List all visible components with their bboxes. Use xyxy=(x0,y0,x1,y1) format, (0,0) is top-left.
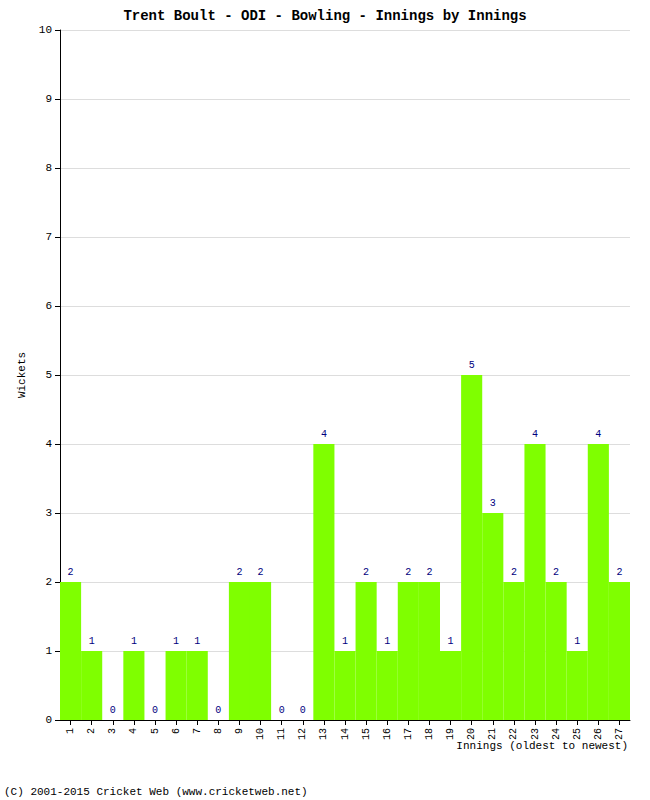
svg-text:1: 1 xyxy=(65,728,76,734)
svg-text:0: 0 xyxy=(279,705,285,716)
svg-text:1: 1 xyxy=(342,636,348,647)
svg-text:4: 4 xyxy=(45,438,52,450)
svg-text:1: 1 xyxy=(45,645,52,657)
svg-text:7: 7 xyxy=(45,231,52,243)
svg-text:23: 23 xyxy=(530,728,541,740)
svg-text:25: 25 xyxy=(572,728,583,740)
svg-text:22: 22 xyxy=(508,728,519,740)
svg-text:8: 8 xyxy=(213,728,224,734)
svg-text:1: 1 xyxy=(131,636,137,647)
svg-text:26: 26 xyxy=(593,728,604,740)
svg-text:2: 2 xyxy=(363,567,369,578)
svg-text:9: 9 xyxy=(234,728,245,734)
svg-text:7: 7 xyxy=(192,728,203,734)
svg-text:21: 21 xyxy=(487,728,498,740)
svg-text:1: 1 xyxy=(574,636,580,647)
svg-text:1: 1 xyxy=(89,636,95,647)
svg-text:(C) 2001-2015 Cricket Web (www: (C) 2001-2015 Cricket Web (www.cricketwe… xyxy=(4,786,308,798)
svg-text:0: 0 xyxy=(152,705,158,716)
svg-text:4: 4 xyxy=(595,429,601,440)
svg-text:10: 10 xyxy=(255,728,266,740)
svg-text:27: 27 xyxy=(614,728,625,740)
svg-text:2: 2 xyxy=(45,576,52,588)
svg-text:Innings (oldest to newest): Innings (oldest to newest) xyxy=(456,740,628,752)
svg-text:2: 2 xyxy=(236,567,242,578)
svg-text:24: 24 xyxy=(551,728,562,740)
svg-text:19: 19 xyxy=(445,728,456,740)
svg-text:3: 3 xyxy=(107,728,118,734)
svg-text:5: 5 xyxy=(469,360,475,371)
svg-text:18: 18 xyxy=(424,728,435,740)
svg-text:2: 2 xyxy=(426,567,432,578)
svg-text:Wickets: Wickets xyxy=(16,352,28,398)
svg-text:16: 16 xyxy=(382,728,393,740)
svg-text:1: 1 xyxy=(173,636,179,647)
svg-text:5: 5 xyxy=(45,369,52,381)
svg-text:6: 6 xyxy=(45,300,52,312)
svg-text:5: 5 xyxy=(150,728,161,734)
svg-text:12: 12 xyxy=(297,728,308,740)
svg-text:13: 13 xyxy=(318,728,329,740)
svg-text:2: 2 xyxy=(405,567,411,578)
svg-text:0: 0 xyxy=(300,705,306,716)
svg-text:1: 1 xyxy=(384,636,390,647)
svg-text:15: 15 xyxy=(361,728,372,740)
svg-text:14: 14 xyxy=(340,728,351,740)
svg-text:2: 2 xyxy=(258,567,264,578)
svg-text:4: 4 xyxy=(532,429,538,440)
svg-text:1: 1 xyxy=(448,636,454,647)
svg-text:0: 0 xyxy=(45,714,52,726)
svg-text:11: 11 xyxy=(276,728,287,740)
svg-text:3: 3 xyxy=(45,507,52,519)
svg-text:9: 9 xyxy=(45,93,52,105)
svg-text:0: 0 xyxy=(215,705,221,716)
svg-text:2: 2 xyxy=(553,567,559,578)
svg-text:4: 4 xyxy=(128,728,139,734)
svg-text:2: 2 xyxy=(68,567,74,578)
svg-text:Trent Boult - ODI - Bowling -: Trent Boult - ODI - Bowling - Innings by… xyxy=(123,8,526,24)
svg-text:2: 2 xyxy=(511,567,517,578)
svg-text:4: 4 xyxy=(321,429,327,440)
svg-text:3: 3 xyxy=(490,498,496,509)
svg-text:8: 8 xyxy=(45,162,52,174)
svg-text:2: 2 xyxy=(86,728,97,734)
svg-text:10: 10 xyxy=(39,24,52,36)
svg-text:1: 1 xyxy=(194,636,200,647)
svg-text:2: 2 xyxy=(616,567,622,578)
svg-text:0: 0 xyxy=(110,705,116,716)
svg-text:20: 20 xyxy=(466,728,477,740)
svg-text:6: 6 xyxy=(171,728,182,734)
svg-text:17: 17 xyxy=(403,728,414,740)
